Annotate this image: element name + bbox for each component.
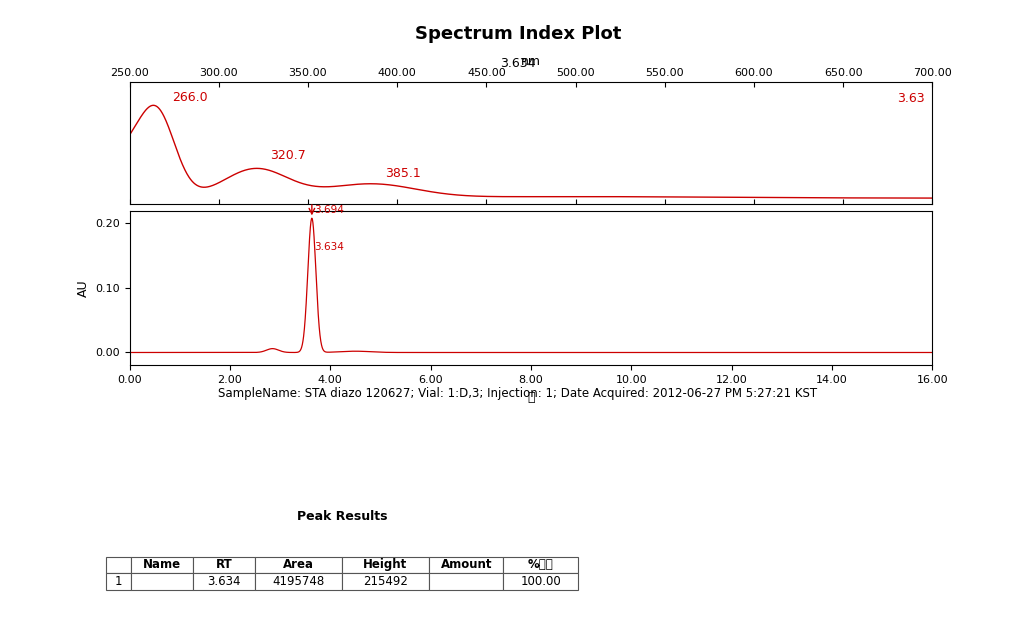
X-axis label: 분: 분 [527, 391, 535, 404]
Text: 320.7: 320.7 [270, 149, 306, 162]
Text: 3.634: 3.634 [314, 242, 344, 252]
Text: 266.0: 266.0 [172, 91, 208, 103]
Text: 385.1: 385.1 [384, 168, 421, 180]
Text: 3.634: 3.634 [500, 57, 536, 70]
Text: 3.63: 3.63 [897, 91, 924, 105]
X-axis label: nm: nm [521, 55, 541, 68]
Text: Peak Results: Peak Results [296, 510, 387, 523]
Text: 3.694: 3.694 [314, 205, 344, 215]
Text: SampleName: STA diazo 120627; Vial: 1:D,3; Injection: 1; Date Acquired: 2012-06-: SampleName: STA diazo 120627; Vial: 1:D,… [219, 387, 817, 401]
Text: Spectrum Index Plot: Spectrum Index Plot [414, 25, 622, 43]
Y-axis label: AU: AU [77, 279, 89, 297]
